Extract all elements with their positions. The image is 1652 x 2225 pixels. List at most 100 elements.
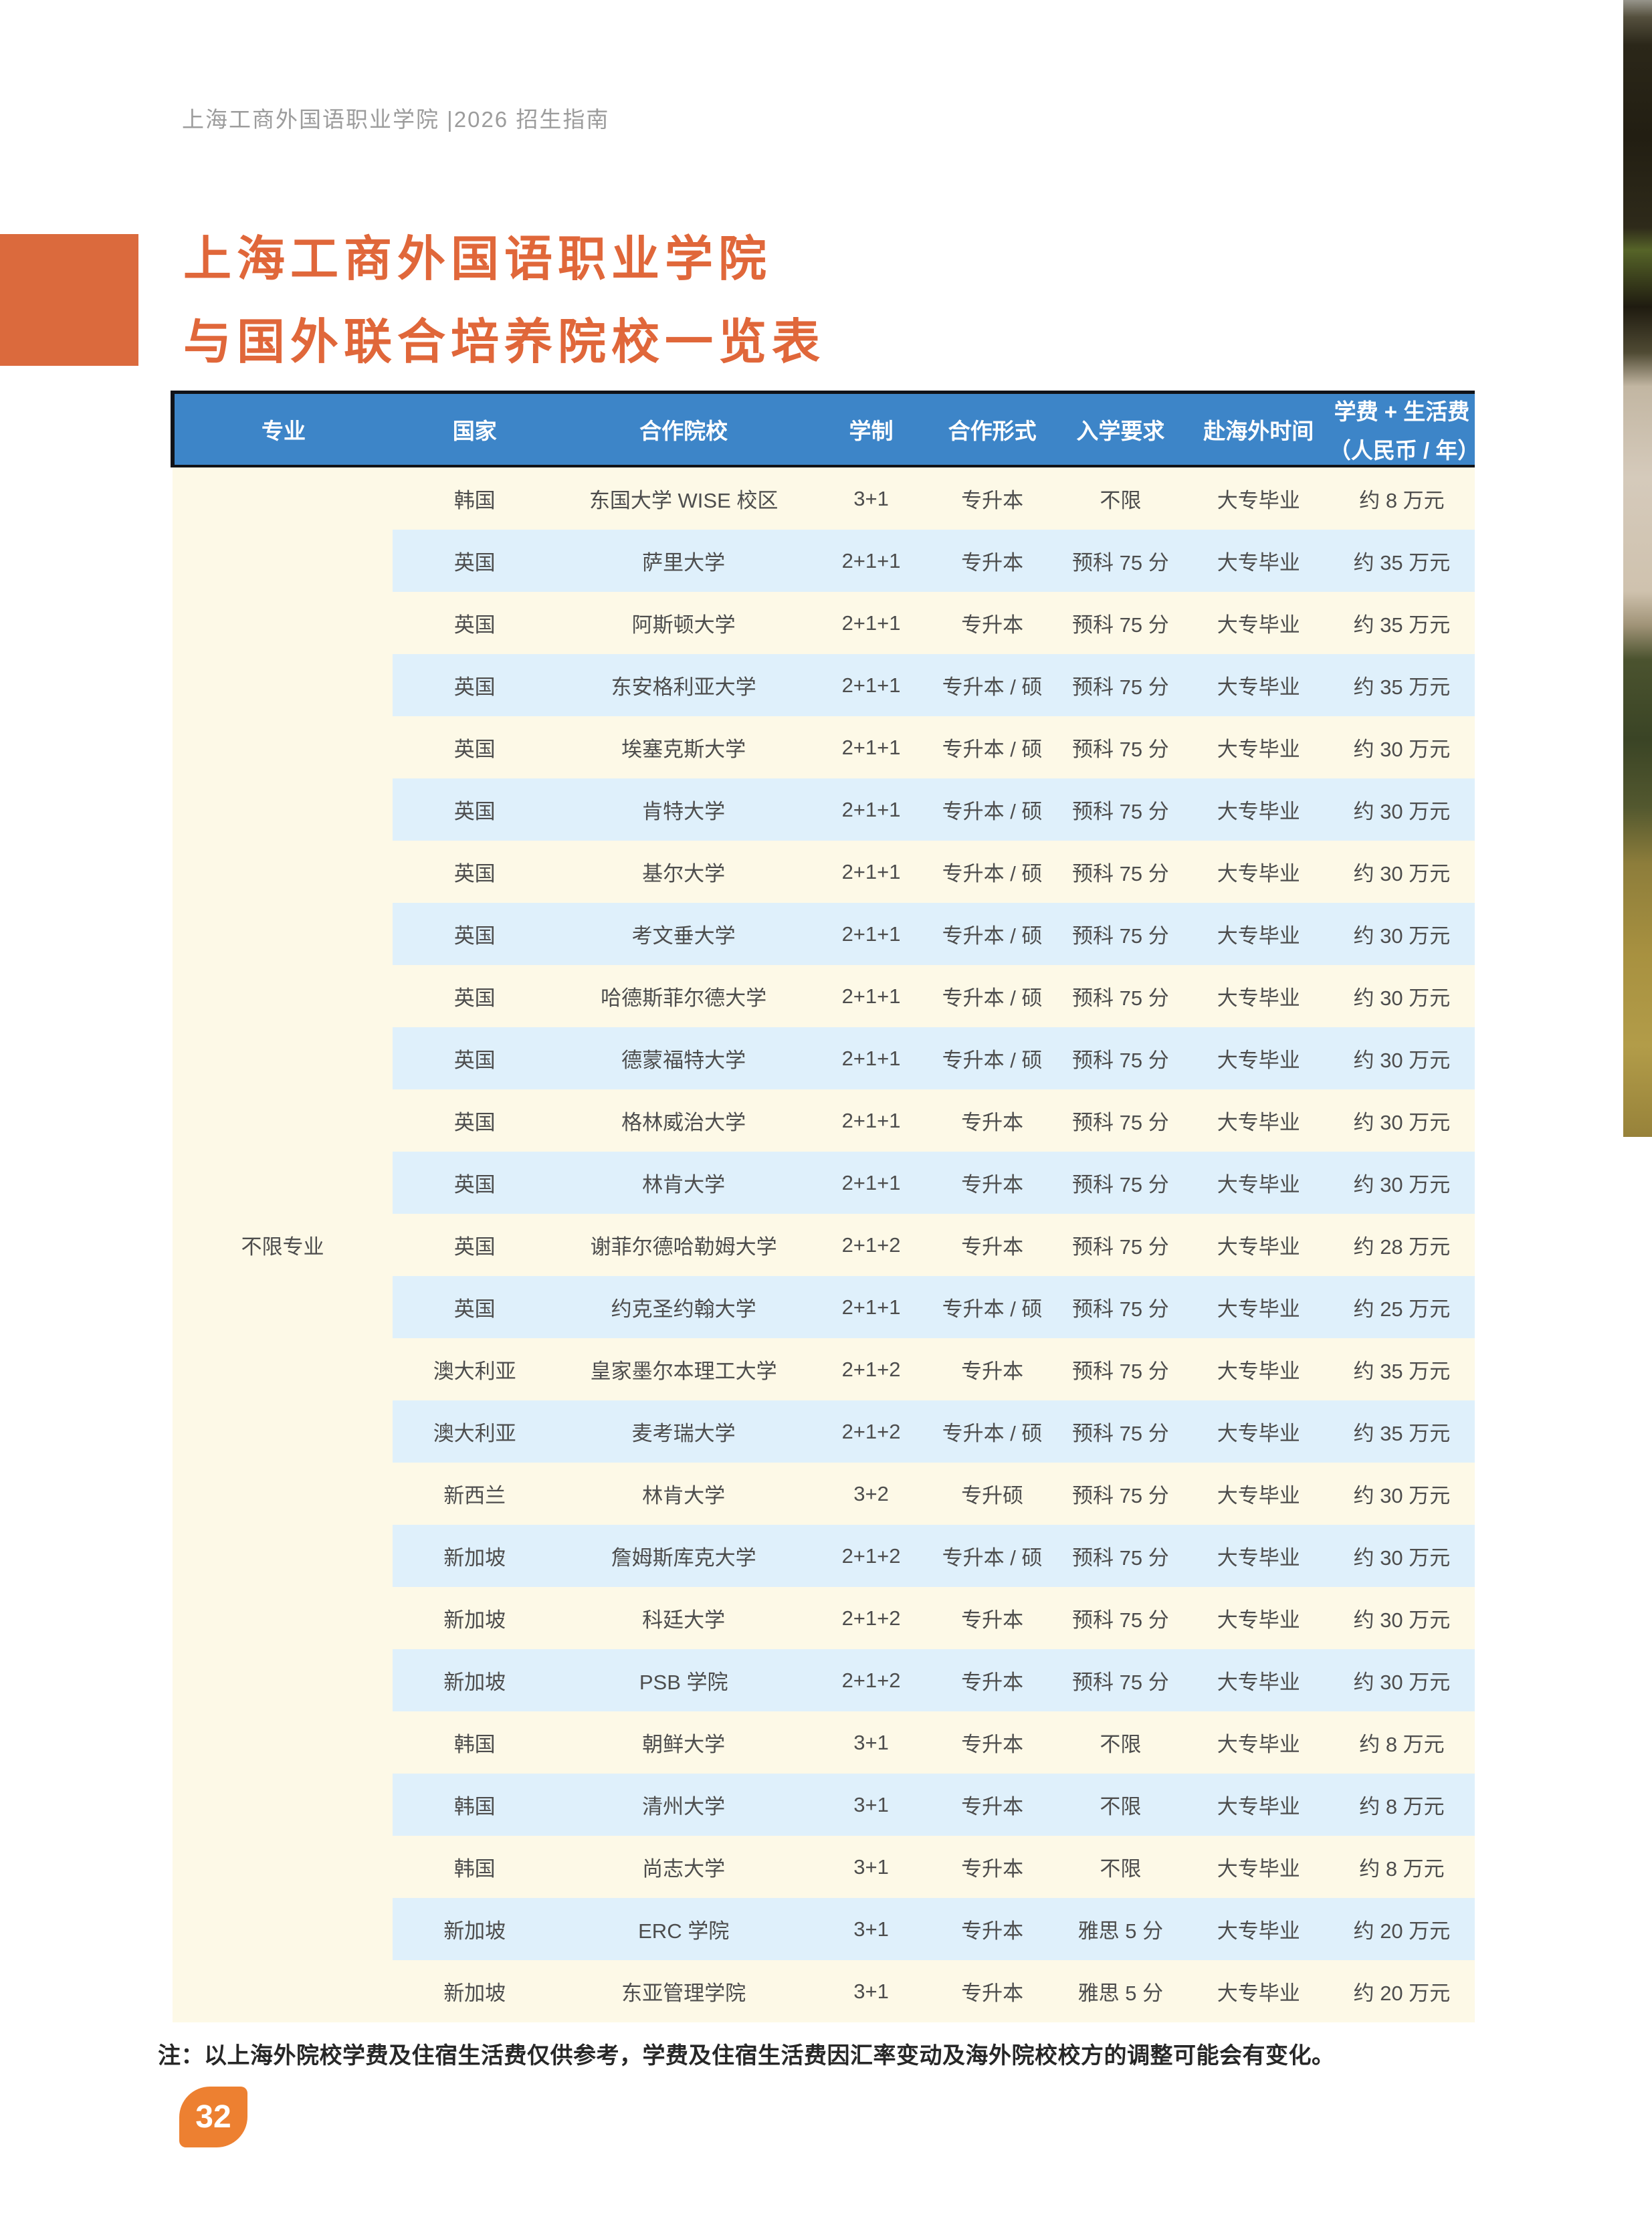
cell-school: 东安格利亚大学 — [556, 654, 811, 716]
cell-mode: 专升本 — [932, 592, 1053, 654]
cell-time: 大专毕业 — [1188, 903, 1329, 965]
cell-school: 科廷大学 — [556, 1587, 811, 1649]
table-body: 不限专业 韩国 东国大学 WISE 校区 3+1 专升本 不限 大专毕业约 8 万元 英国 萨里… — [173, 466, 1475, 2022]
table-row: 英国 林肯大学 2+1+1 专升本 预科 75 分大专毕业约 30 万元 — [173, 1152, 1475, 1214]
table-row: 新加坡 PSB 学院 2+1+2 专升本 预科 75 分大专毕业约 30 万元 — [173, 1649, 1475, 1711]
schools-table: 专业 国家 合作院校 学制 合作形式 入学要求 赴海外时间 学费 + 生活费 （人民币 / 年）… — [170, 391, 1479, 2022]
cell-country: 新加坡 — [393, 1649, 557, 1711]
schools-table-wrap: 专业 国家 合作院校 学制 合作形式 入学要求 赴海外时间 学费 + 生活费 （人民币 / 年）… — [170, 391, 1479, 2022]
page-number-badge: 32 — [179, 2087, 247, 2147]
column-header-6: 赴海外时间 — [1188, 391, 1329, 467]
cell-country: 英国 — [393, 903, 557, 965]
cell-requirement: 雅思 5 分 — [1053, 1960, 1189, 2022]
table-row: 英国 埃塞克斯大学 2+1+1 专升本 / 硕预科 75 分大专毕业约 30 万元 — [173, 716, 1475, 778]
cell-duration: 2+1+1 — [811, 592, 932, 654]
cell-country: 英国 — [393, 1276, 557, 1338]
table-row: 韩国 清州大学 3+1 专升本 不限 大专毕业约 8 万元 — [173, 1774, 1475, 1836]
cell-time: 大专毕业 — [1188, 965, 1329, 1027]
cell-mode: 专升本 / 硕 — [932, 841, 1053, 903]
cell-country: 新西兰 — [393, 1463, 557, 1525]
cell-fee: 约 20 万元 — [1328, 1898, 1475, 1960]
cell-fee: 约 35 万元 — [1328, 1338, 1475, 1400]
cell-fee: 约 30 万元 — [1328, 841, 1475, 903]
table-row: 英国 德蒙福特大学 2+1+1 专升本 / 硕预科 75 分大专毕业约 30 万元 — [173, 1027, 1475, 1089]
cell-country: 英国 — [393, 1214, 557, 1276]
cell-fee: 约 8 万元 — [1328, 1711, 1475, 1774]
cell-duration: 2+1+2 — [811, 1649, 932, 1711]
cell-fee: 约 35 万元 — [1328, 654, 1475, 716]
cell-country: 韩国 — [393, 466, 557, 530]
cell-mode: 专升本 / 硕 — [932, 654, 1053, 716]
cell-time: 大专毕业 — [1188, 1152, 1329, 1214]
cell-duration: 3+1 — [811, 1774, 932, 1836]
cell-time: 大专毕业 — [1188, 1649, 1329, 1711]
cell-duration: 2+1+1 — [811, 716, 932, 778]
table-row: 韩国 尚志大学 3+1 专升本 不限 大专毕业约 8 万元 — [173, 1836, 1475, 1898]
cell-school: 基尔大学 — [556, 841, 811, 903]
cell-requirement: 预科 75 分 — [1053, 1089, 1189, 1152]
cell-duration: 2+1+2 — [811, 1214, 932, 1276]
cell-time: 大专毕业 — [1188, 1774, 1329, 1836]
cell-duration: 2+1+2 — [811, 1587, 932, 1649]
cell-mode: 专升本 / 硕 — [932, 903, 1053, 965]
cell-school: 约克圣约翰大学 — [556, 1276, 811, 1338]
cell-school: 麦考瑞大学 — [556, 1400, 811, 1463]
cell-fee: 约 30 万元 — [1328, 1525, 1475, 1587]
cell-country: 韩国 — [393, 1774, 557, 1836]
cell-country: 英国 — [393, 1152, 557, 1214]
cell-duration: 2+1+1 — [811, 965, 932, 1027]
cell-fee: 约 25 万元 — [1328, 1276, 1475, 1338]
page-title-line2: 与国外联合培养院校一览表 — [183, 316, 826, 369]
cell-time: 大专毕业 — [1188, 1463, 1329, 1525]
cell-school: 阿斯顿大学 — [556, 592, 811, 654]
table-row: 英国 萨里大学 2+1+1 专升本 预科 75 分大专毕业约 35 万元 — [173, 530, 1475, 592]
cell-duration: 3+1 — [811, 466, 932, 530]
cell-duration: 2+1+1 — [811, 654, 932, 716]
cell-duration: 2+1+1 — [811, 1089, 932, 1152]
cell-requirement: 预科 75 分 — [1053, 1214, 1189, 1276]
cell-time: 大专毕业 — [1188, 841, 1329, 903]
table-row: 新加坡 东亚管理学院 3+1 专升本 雅思 5 分大专毕业约 20 万元 — [173, 1960, 1475, 2022]
table-row: 新西兰 林肯大学 3+2 专升硕 预科 75 分大专毕业约 30 万元 — [173, 1463, 1475, 1525]
cell-time: 大专毕业 — [1188, 778, 1329, 841]
cell-time: 大专毕业 — [1188, 1960, 1329, 2022]
cell-mode: 专升本 — [932, 1774, 1053, 1836]
cell-fee: 约 20 万元 — [1328, 1960, 1475, 2022]
cell-school: 埃塞克斯大学 — [556, 716, 811, 778]
cell-time: 大专毕业 — [1188, 1027, 1329, 1089]
cell-time: 大专毕业 — [1188, 1898, 1329, 1960]
cell-duration: 2+1+1 — [811, 530, 932, 592]
cell-duration: 3+1 — [811, 1711, 932, 1774]
cell-fee: 约 28 万元 — [1328, 1214, 1475, 1276]
cell-country: 英国 — [393, 778, 557, 841]
cell-mode: 专升硕 — [932, 1463, 1053, 1525]
cell-school: 肯特大学 — [556, 778, 811, 841]
cell-school: 皇家墨尔本理工大学 — [556, 1338, 811, 1400]
cell-requirement: 预科 75 分 — [1053, 1276, 1189, 1338]
cell-school: 东亚管理学院 — [556, 1960, 811, 2022]
cell-country: 英国 — [393, 654, 557, 716]
cell-mode: 专升本 / 硕 — [932, 716, 1053, 778]
cell-fee: 约 35 万元 — [1328, 530, 1475, 592]
cell-fee: 约 8 万元 — [1328, 1836, 1475, 1898]
cell-mode: 专升本 / 硕 — [932, 778, 1053, 841]
cell-school: 尚志大学 — [556, 1836, 811, 1898]
page-title-line1: 上海工商外国语职业学院 — [183, 233, 772, 286]
table-header-row: 专业 国家 合作院校 学制 合作形式 入学要求 赴海外时间 学费 + 生活费 （人民币 / 年） — [170, 391, 1479, 467]
cell-country: 新加坡 — [393, 1587, 557, 1649]
cell-mode: 专升本 — [932, 1960, 1053, 2022]
cell-requirement: 预科 75 分 — [1053, 1587, 1189, 1649]
page-number: 32 — [195, 2099, 231, 2135]
cell-time: 大专毕业 — [1188, 530, 1329, 592]
major-merged-cell: 不限专业 — [173, 466, 393, 2022]
cell-school: 萨里大学 — [556, 530, 811, 592]
cell-requirement: 预科 75 分 — [1053, 716, 1189, 778]
cell-time: 大专毕业 — [1188, 1525, 1329, 1587]
cell-requirement: 不限 — [1053, 1774, 1189, 1836]
cell-country: 韩国 — [393, 1711, 557, 1774]
cell-mode: 专升本 — [932, 1711, 1053, 1774]
cell-school: 林肯大学 — [556, 1463, 811, 1525]
cell-duration: 2+1+1 — [811, 1276, 932, 1338]
cell-requirement: 不限 — [1053, 466, 1189, 530]
